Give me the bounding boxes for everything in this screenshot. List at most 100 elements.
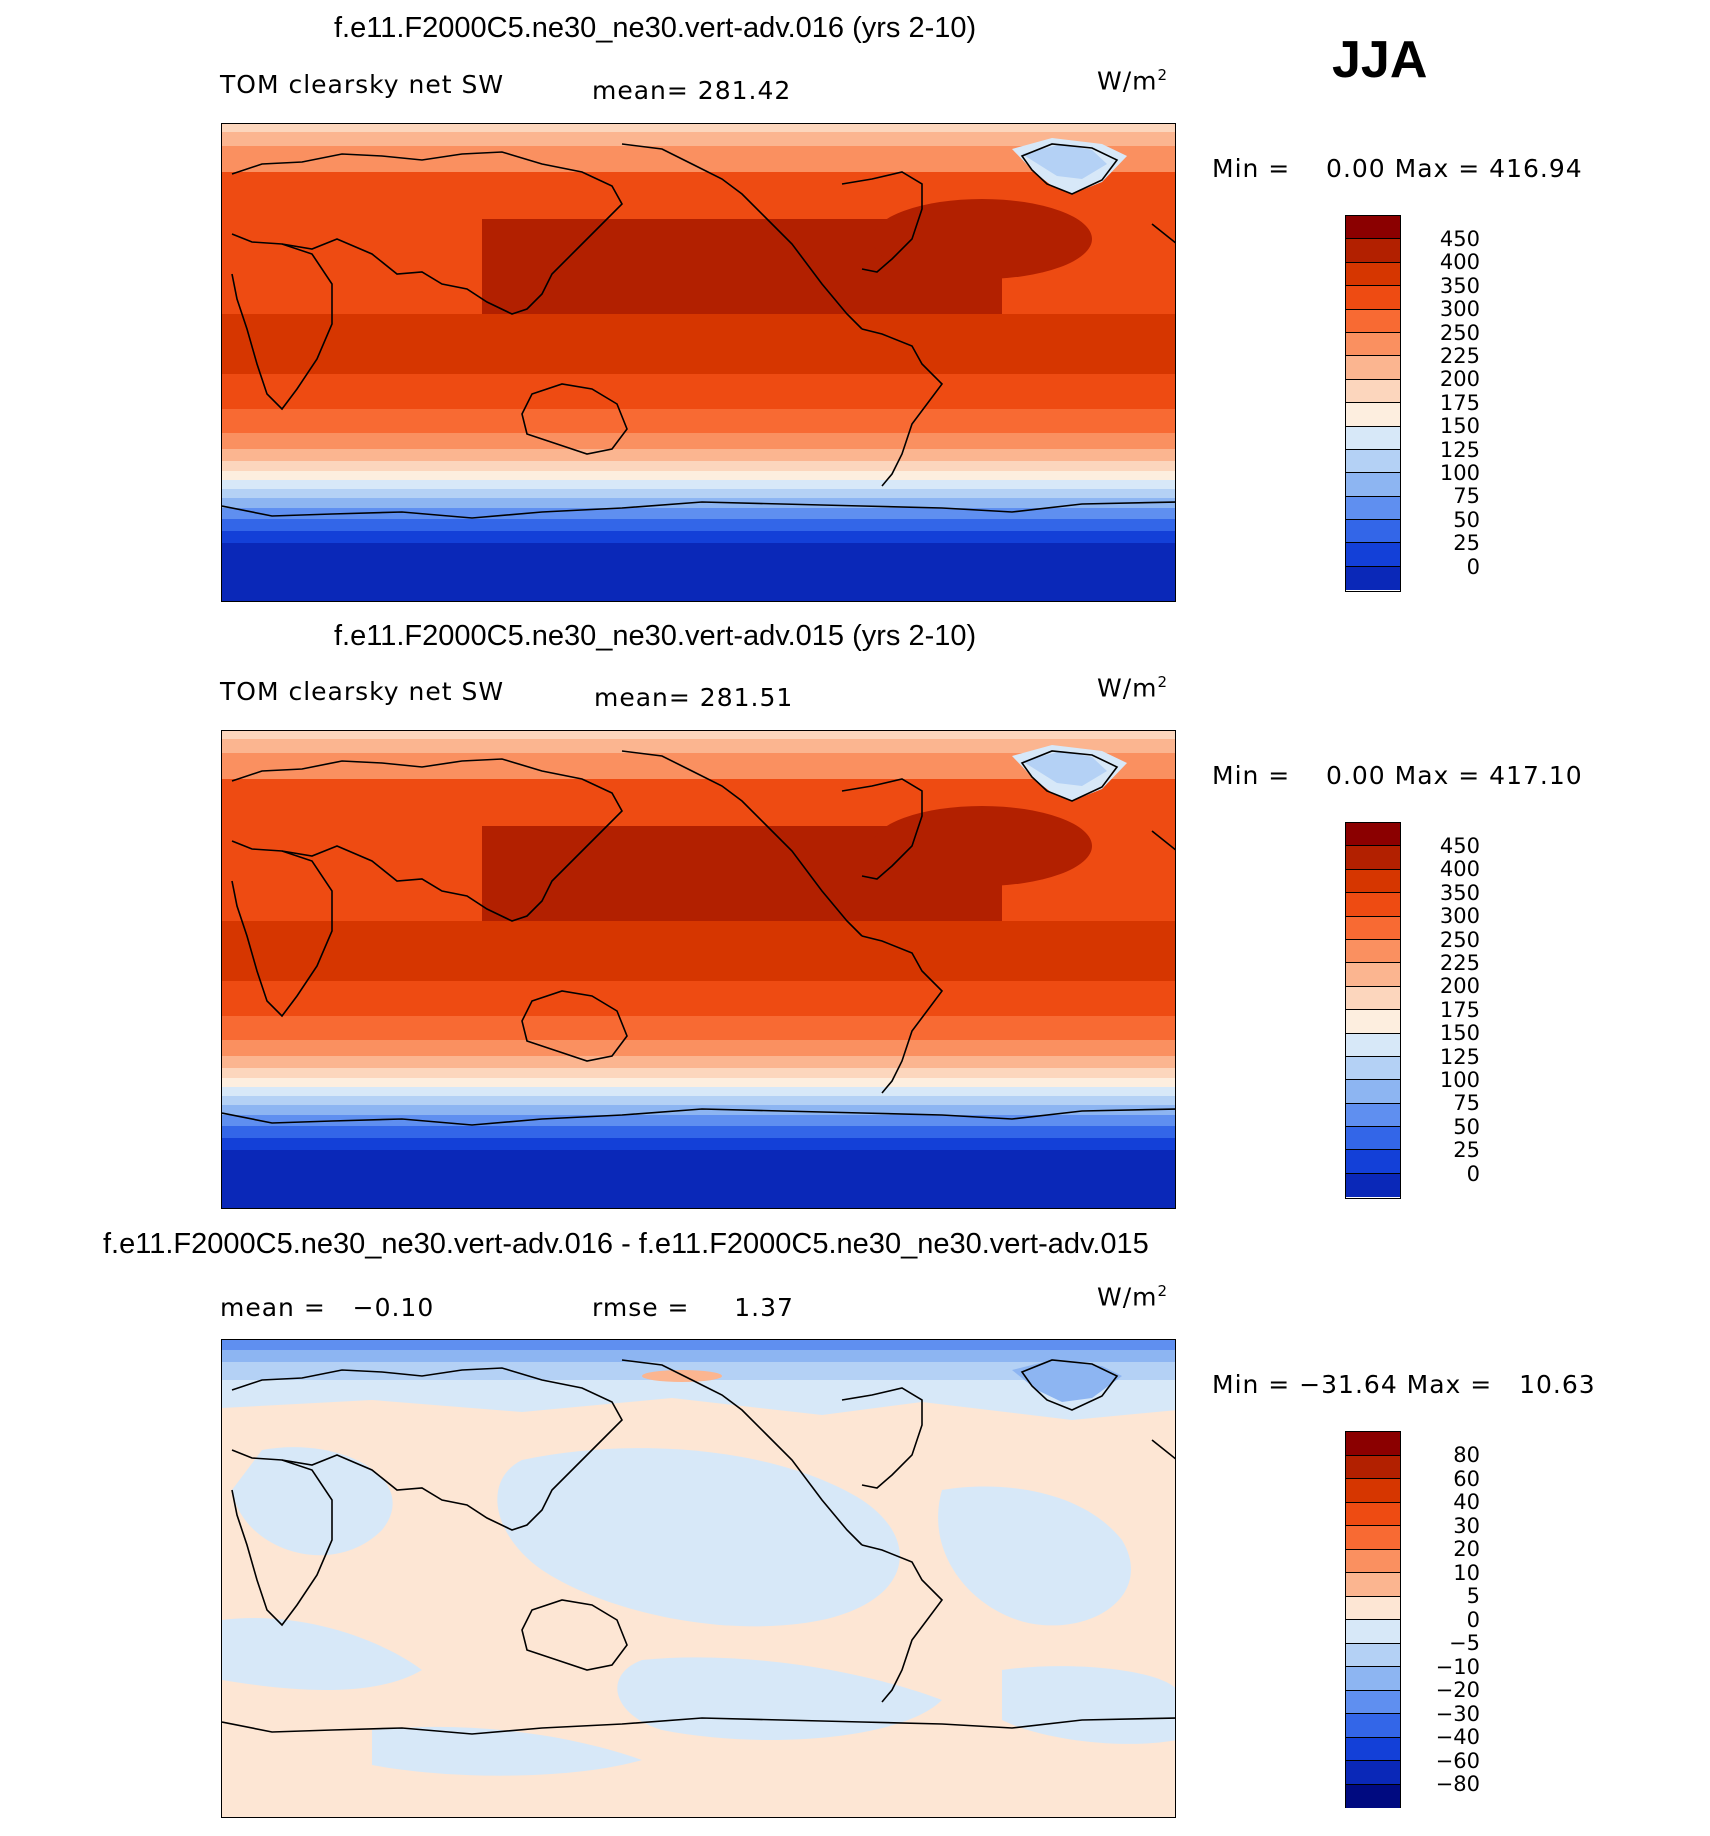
colorbar-swatch xyxy=(1346,216,1400,240)
colorbar-tick-label: 50 xyxy=(1453,507,1480,532)
colorbar-swatch xyxy=(1346,1737,1400,1761)
colorbar-tick-label: 225 xyxy=(1439,344,1480,368)
colorbar-tick-label: 125 xyxy=(1439,1044,1480,1069)
colorbar-swatch xyxy=(1346,1010,1400,1034)
colorbar-swatch xyxy=(1346,1690,1400,1714)
panel-1-title: f.e11.F2000C5.ne30_ne30.vert-adv.016 (yr… xyxy=(334,12,977,44)
colorbar-tick-label: 125 xyxy=(1439,437,1480,462)
colorbar-swatch xyxy=(1346,496,1400,521)
colorbar-swatch xyxy=(1346,1502,1400,1526)
colorbar-swatch xyxy=(1346,1714,1400,1738)
colorbar-swatch xyxy=(1346,986,1400,1011)
colorbar-tick-label: 20 xyxy=(1453,1537,1480,1561)
colorbar-swatch xyxy=(1346,1150,1400,1174)
colorbar-tick-label: 150 xyxy=(1439,1021,1480,1046)
panel-2-variable: TOM clearsky net SW xyxy=(220,677,505,706)
colorbar-tick-label: 250 xyxy=(1439,927,1480,952)
colorbar-tick-label: 0 xyxy=(1466,1607,1480,1632)
colorbar-tick-label: 450 xyxy=(1439,227,1480,251)
colorbar-tick-label: 100 xyxy=(1439,1068,1480,1092)
colorbar-swatch xyxy=(1346,332,1400,357)
colorbar-swatch xyxy=(1346,1432,1400,1456)
colorbar-tick-label: −20 xyxy=(1435,1678,1480,1702)
colorbar-swatch xyxy=(1346,449,1400,474)
colorbar-tick-label: −10 xyxy=(1435,1654,1480,1679)
colorbar-swatch xyxy=(1346,286,1400,310)
panel-2-colorbar-labels: 450 400 350 300 250 225 200 175 150 125 … xyxy=(1405,834,1480,1194)
colorbar-swatch xyxy=(1346,473,1400,497)
panel-3-colorbar xyxy=(1345,1431,1401,1808)
panel-2-title: f.e11.F2000C5.ne30_ne30.vert-adv.015 (yr… xyxy=(334,620,977,652)
colorbar-tick-label: 400 xyxy=(1439,250,1480,275)
panel-3-colorbar-labels: 80 60 40 30 20 10 5 0 −5 −10 −20 −30 −40… xyxy=(1405,1443,1480,1803)
colorbar-swatch xyxy=(1346,356,1400,380)
colorbar-swatch xyxy=(1346,1573,1400,1597)
colorbar-tick-label: 175 xyxy=(1439,390,1480,415)
colorbar-tick-label: 225 xyxy=(1439,951,1480,975)
colorbar-swatch xyxy=(1346,1526,1400,1550)
colorbar-tick-label: 0 xyxy=(1466,1161,1480,1186)
colorbar-swatch xyxy=(1346,1173,1400,1198)
panel-1-colorbar-labels: 450 400 350 300 250 225 200 175 150 125 … xyxy=(1405,227,1480,587)
panel-3-units: W/m2 xyxy=(1097,1282,1169,1312)
panel-1-map xyxy=(221,123,1176,602)
colorbar-swatch xyxy=(1346,262,1400,287)
panel-3-map xyxy=(221,1339,1176,1818)
colorbar-swatch xyxy=(1346,426,1400,450)
colorbar-tick-label: 300 xyxy=(1439,904,1480,929)
colorbar-swatch xyxy=(1346,239,1400,263)
panel-2-field xyxy=(222,731,1175,1208)
colorbar-swatch xyxy=(1346,939,1400,964)
panel-1-minmax: Min = 0.00 Max = 416.94 xyxy=(1212,154,1583,183)
colorbar-swatch xyxy=(1346,403,1400,427)
panel-3-title: f.e11.F2000C5.ne30_ne30.vert-adv.016 - f… xyxy=(103,1228,1149,1260)
colorbar-swatch xyxy=(1346,846,1400,870)
colorbar-swatch xyxy=(1346,520,1400,544)
colorbar-tick-label: 40 xyxy=(1453,1490,1480,1514)
colorbar-tick-label: 150 xyxy=(1439,414,1480,439)
panel-2-minmax: Min = 0.00 Max = 417.10 xyxy=(1212,761,1583,790)
colorbar-tick-label: 30 xyxy=(1453,1513,1480,1538)
colorbar-tick-label: 80 xyxy=(1453,1443,1480,1467)
colorbar-tick-label: 250 xyxy=(1439,320,1480,345)
colorbar-tick-label: 10 xyxy=(1453,1560,1480,1585)
panel-2-mean: mean= 281.51 xyxy=(594,683,794,712)
panel-3-field xyxy=(222,1340,1175,1817)
colorbar-swatch xyxy=(1346,1103,1400,1128)
colorbar-tick-label: 350 xyxy=(1439,273,1480,298)
colorbar-swatch xyxy=(1346,916,1400,940)
colorbar-tick-label: 75 xyxy=(1453,484,1480,509)
colorbar-swatch xyxy=(1346,869,1400,894)
panel-1-units: W/m2 xyxy=(1097,66,1169,96)
colorbar-tick-label: 75 xyxy=(1453,1091,1480,1116)
colorbar-tick-label: 0 xyxy=(1466,554,1480,579)
colorbar-tick-label: −40 xyxy=(1435,1725,1480,1749)
colorbar-swatch xyxy=(1346,379,1400,404)
colorbar-tick-label: 450 xyxy=(1439,834,1480,858)
colorbar-swatch xyxy=(1346,1127,1400,1151)
colorbar-tick-label: 200 xyxy=(1439,367,1480,392)
colorbar-tick-label: 100 xyxy=(1439,461,1480,485)
panel-2-colorbar xyxy=(1345,822,1401,1199)
colorbar-tick-label: 350 xyxy=(1439,880,1480,905)
colorbar-tick-label: −80 xyxy=(1435,1772,1480,1796)
colorbar-tick-label: 300 xyxy=(1439,297,1480,322)
colorbar-swatch xyxy=(1346,1080,1400,1104)
colorbar-swatch xyxy=(1346,1549,1400,1573)
colorbar-tick-label: 175 xyxy=(1439,997,1480,1022)
panel-2-units: W/m2 xyxy=(1097,673,1169,703)
panel-2-map xyxy=(221,730,1176,1209)
colorbar-tick-label: 50 xyxy=(1453,1114,1480,1139)
colorbar-swatch xyxy=(1346,823,1400,847)
panel-1-colorbar xyxy=(1345,215,1401,592)
colorbar-swatch xyxy=(1346,566,1400,591)
panel-1-mean: mean= 281.42 xyxy=(592,76,792,105)
season-label: JJA xyxy=(1332,31,1428,89)
panel-3-minmax: Min = −31.64 Max = 10.63 xyxy=(1212,1370,1596,1399)
colorbar-swatch xyxy=(1346,1056,1400,1081)
colorbar-swatch xyxy=(1346,1596,1400,1620)
panel-1-field xyxy=(222,124,1175,601)
colorbar-tick-label: 200 xyxy=(1439,974,1480,999)
colorbar-tick-label: 5 xyxy=(1466,1584,1480,1608)
colorbar-swatch xyxy=(1346,1761,1400,1785)
